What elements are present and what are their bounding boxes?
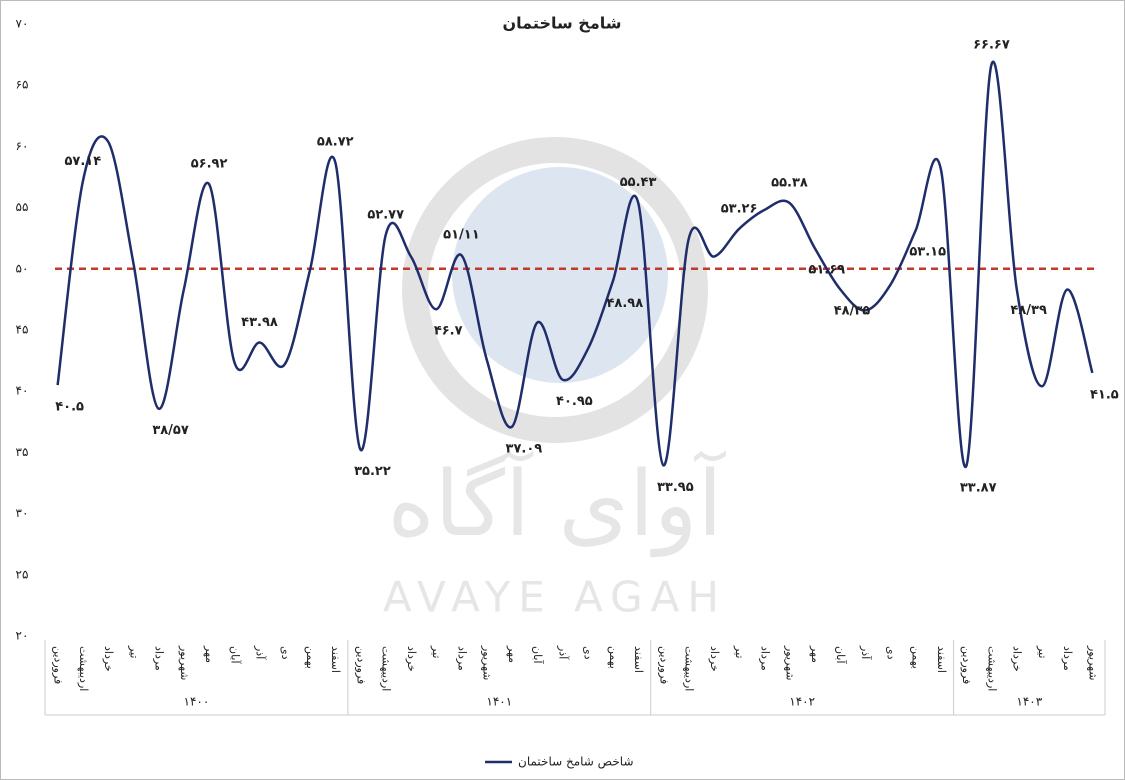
value-label: ۳۳.۸۷ [960,481,997,496]
x-tick-label: آذر [254,645,268,660]
x-tick-label: فروردین [52,646,65,684]
x-tick-label: آبان [834,646,848,664]
value-label: ۵۳.۲۶ [721,201,758,216]
x-tick-label: اردیبهشت [683,646,696,691]
value-label: ۵۷.۱۴ [65,154,102,169]
value-label: ۵۱/۱۱ [443,228,480,243]
value-label: ۵۳.۱۵ [909,245,946,260]
x-tick-label: خرداد [102,646,115,672]
watermark-disc [452,167,668,383]
value-label: ۵۶.۹۲ [191,157,228,172]
value-label: ۴۳.۹۸ [241,315,278,330]
value-label: ۵۸.۷۲ [317,135,354,150]
x-tick-label: خرداد [708,646,721,672]
y-tick-label: ۴۰ [16,384,29,398]
x-tick-label: اسفند [329,646,342,673]
x-tick-label: دی [279,646,292,660]
group-label: ۱۴۰۱ [486,695,512,709]
x-tick-label: مرداد [758,646,771,671]
value-label: ۳۳.۹۵ [657,480,694,495]
value-label: ۴۸/۳۵ [834,303,871,318]
x-tick-label: شهریور [178,645,191,680]
x-tick-label: تیر [1036,645,1049,658]
y-tick-label: ۳۵ [16,445,29,459]
x-tick-label: مرداد [455,646,468,671]
y-tick-label: ۲۵ [16,567,29,581]
x-tick-label: اردیبهشت [77,646,90,691]
y-tick-label: ۲۰ [16,629,29,643]
value-label: ۴۱.۵ [1090,387,1119,402]
group-label: ۱۴۰۲ [789,695,815,709]
x-tick-label: شهریور [784,645,797,680]
x-tick-label: آبان [531,646,545,664]
value-label: ۶۶.۶۷ [973,37,1010,52]
x-tick-label: شهریور [1086,645,1099,680]
value-label: ۵۱.۶۹ [808,263,845,278]
value-label: ۵۵.۴۳ [620,175,657,190]
x-tick-label: بهمن [910,646,923,669]
value-label: ۴۰.۵ [55,400,84,415]
value-label: ۴۶.۷ [434,324,463,339]
x-tick-label: آبان [228,646,242,664]
x-tick-label: تیر [127,645,140,658]
value-label: ۳۸/۵۷ [152,423,189,438]
x-tick-label: بهمن [304,646,317,669]
y-tick-label: ۷۰ [16,17,29,31]
legend-label: شاخص شامخ ساختمان [518,755,634,770]
x-tick-label: اسفند [935,646,948,673]
x-tick-label: فروردین [960,646,973,684]
x-tick-label: فروردین [354,646,367,684]
x-tick-label: بهمن [607,646,620,669]
x-tick-label: فروردین [657,646,670,684]
value-label: ۴۰.۹۵ [556,394,593,409]
x-tick-label: اردیبهشت [380,646,393,691]
watermark-fa: آوای آگاه [388,451,727,558]
y-tick-label: ۶۰ [16,139,29,153]
x-tick-label: مهر [203,645,216,663]
value-label: ۴۸.۹۸ [607,296,644,311]
watermark-en: AVAYE AGAH [383,573,727,622]
y-tick-label: ۵۰ [16,261,29,275]
x-tick-label: مرداد [1061,646,1074,671]
y-tick-label: ۴۵ [16,323,29,337]
x-tick-label: آذر [859,645,873,660]
value-label: ۵۵.۳۸ [771,175,808,190]
x-tick-label: خرداد [1011,646,1024,672]
group-label: ۱۴۰۳ [1016,695,1042,709]
x-tick-label: شهریور [481,645,494,680]
x-tick-label: دی [582,646,595,660]
watermark: آوای آگاه AVAYE AGAH [383,137,727,622]
y-tick-label: ۳۰ [16,506,29,520]
x-tick-label: مهر [506,645,519,663]
x-tick-label: تیر [430,645,443,658]
value-label: ۴۸/۳۹ [1010,303,1047,318]
x-tick-label: اسفند [632,646,645,673]
x-tick-label: تیر [733,645,746,658]
watermark-ring [402,137,708,443]
x-tick-label: مرداد [153,646,166,671]
x-tick-label: مهر [809,645,822,663]
y-tick-label: ۵۵ [16,200,29,214]
value-label: ۳۵.۲۲ [354,464,391,479]
value-label: ۵۲.۷۷ [367,207,404,222]
x-tick-label: خرداد [405,646,418,672]
value-label: ۳۷.۰۹ [506,441,543,456]
x-tick-label: دی [884,646,897,660]
y-tick-label: ۶۵ [16,78,29,92]
chart-title: شامخ ساختمان [503,14,622,33]
series-line [56,60,1094,468]
x-tick-label: اردیبهشت [985,646,998,691]
group-label: ۱۴۰۰ [184,695,210,709]
x-tick-label: آذر [556,645,570,660]
